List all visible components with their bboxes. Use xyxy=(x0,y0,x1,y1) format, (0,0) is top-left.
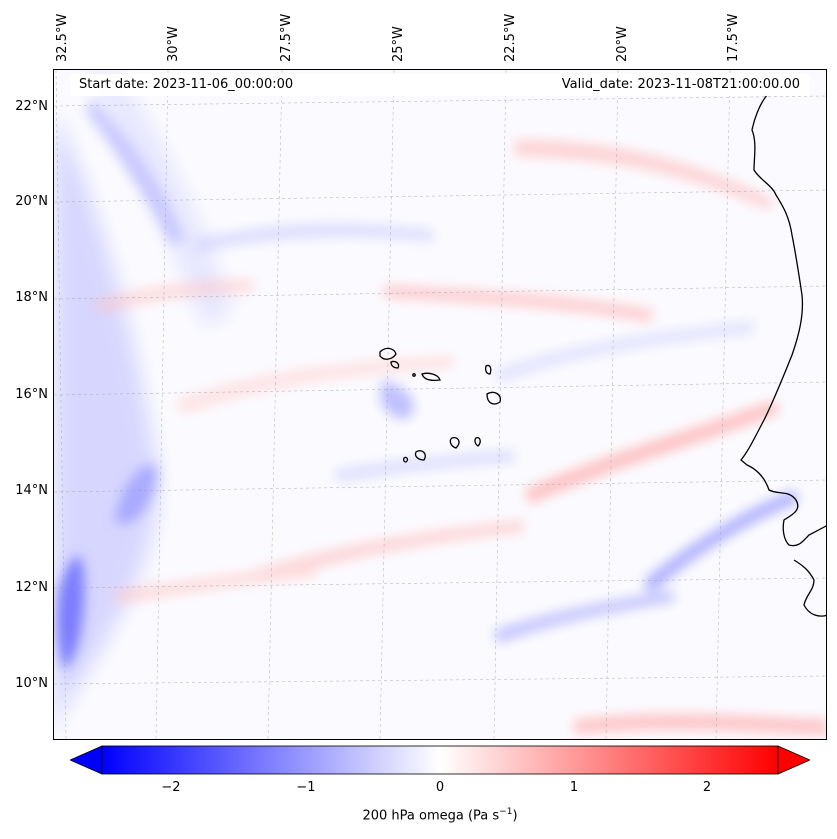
start-date: Start date: 2023-11-06_00:00:00 xyxy=(79,77,294,92)
lat-label: 10°N xyxy=(15,676,48,691)
header-band xyxy=(70,74,810,96)
colorbar-label: 200 hPa omega (Pa s−1) xyxy=(362,807,518,824)
lon-label: 25°W xyxy=(391,26,406,62)
valid-date: Valid_date: 2023-11-08T21:00:00.00 xyxy=(561,77,800,92)
lon-label: 27.5°W xyxy=(279,13,294,62)
cape-verde-islands xyxy=(379,347,501,463)
lon-label: 17.5°W xyxy=(726,13,741,62)
graticule xyxy=(54,70,826,739)
colorbar xyxy=(69,745,811,775)
colorbar-tick: −2 xyxy=(161,780,181,795)
lat-label: 20°N xyxy=(15,194,48,209)
colorbar-tick: −1 xyxy=(296,780,316,795)
colorbar-tick: 2 xyxy=(702,780,712,795)
lat-label: 12°N xyxy=(15,580,48,595)
colorbar-extend-min xyxy=(69,745,103,775)
omega-field xyxy=(54,70,826,739)
lon-label: 32.5°W xyxy=(55,13,70,62)
lon-label: 22.5°W xyxy=(503,13,518,62)
lon-label: 30°W xyxy=(166,26,181,62)
colorbar-tick: 1 xyxy=(569,780,579,795)
lon-label: 20°W xyxy=(615,26,630,62)
colorbar-extend-max xyxy=(777,745,811,775)
colorbar-gradient xyxy=(101,745,779,775)
map-panel xyxy=(53,69,827,740)
colorbar-tick: 0 xyxy=(435,780,445,795)
lat-label: 16°N xyxy=(15,387,48,402)
lat-label: 14°N xyxy=(15,483,48,498)
coastline xyxy=(740,94,826,617)
lat-label: 22°N xyxy=(15,99,48,114)
lat-label: 18°N xyxy=(15,290,48,305)
